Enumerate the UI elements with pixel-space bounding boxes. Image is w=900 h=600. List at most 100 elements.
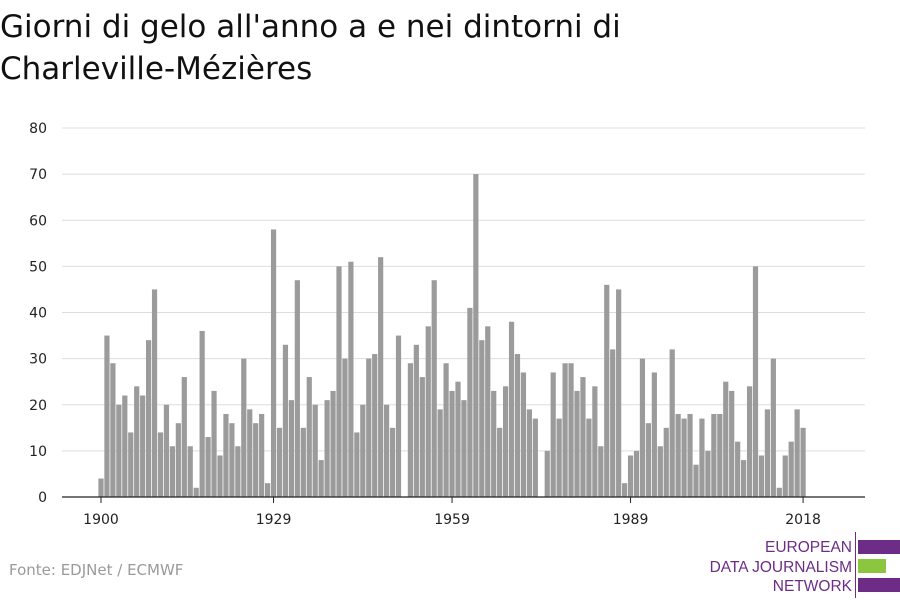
bar-1907 bbox=[140, 395, 146, 497]
bar-1998 bbox=[681, 418, 687, 497]
bar-1965 bbox=[485, 326, 491, 497]
x-tick-label: 1959 bbox=[434, 512, 470, 528]
chart-title-line-1: Giorni di gelo all'anno a e nei dintorni… bbox=[0, 9, 621, 45]
bar-1969 bbox=[508, 321, 515, 497]
bar-1927 bbox=[259, 413, 265, 497]
bar-1985 bbox=[604, 284, 610, 497]
y-tick-label: 80 bbox=[29, 121, 47, 137]
bar-1989 bbox=[627, 455, 634, 497]
bar-1961 bbox=[461, 400, 467, 497]
bar-2006 bbox=[729, 390, 735, 497]
bar-1916 bbox=[193, 487, 199, 497]
y-tick-label: 20 bbox=[29, 398, 47, 414]
bar-1910 bbox=[157, 432, 164, 497]
bar-2012 bbox=[764, 409, 770, 497]
bar-1925 bbox=[247, 409, 253, 497]
bar-1948 bbox=[384, 404, 390, 497]
bar-1902 bbox=[110, 363, 116, 497]
bar-2008 bbox=[741, 460, 747, 497]
bar-1947 bbox=[378, 257, 384, 497]
bar-1919 bbox=[211, 390, 217, 497]
y-tick-label: 40 bbox=[29, 306, 47, 322]
bar-1996 bbox=[669, 349, 675, 497]
bar-2011 bbox=[758, 455, 765, 497]
bar-1945 bbox=[366, 358, 372, 497]
bar-1930 bbox=[276, 427, 283, 497]
bar-1977 bbox=[556, 418, 562, 497]
bar-1912 bbox=[169, 446, 175, 497]
bar-1956 bbox=[431, 280, 437, 497]
bar-1923 bbox=[235, 446, 241, 497]
bar-1905 bbox=[128, 432, 134, 497]
y-tick-label: 50 bbox=[29, 259, 47, 275]
bar-1957 bbox=[437, 409, 443, 497]
bar-1922 bbox=[229, 423, 235, 497]
bar-1991 bbox=[639, 358, 646, 497]
bar-1950 bbox=[395, 335, 402, 497]
bar-2016 bbox=[788, 441, 794, 497]
x-tick-label: 1929 bbox=[256, 512, 292, 528]
bar-1975 bbox=[544, 450, 550, 497]
x-tick-label: 1900 bbox=[83, 512, 119, 528]
y-tick-label: 10 bbox=[29, 444, 47, 460]
bar-1999 bbox=[687, 413, 693, 497]
bar-1987 bbox=[616, 289, 622, 497]
bar-1960 bbox=[455, 381, 461, 497]
bar-1949 bbox=[389, 427, 396, 497]
bar-1937 bbox=[318, 460, 324, 497]
bar-2017 bbox=[794, 409, 800, 497]
bar-1967 bbox=[497, 427, 503, 497]
bar-1992 bbox=[645, 423, 651, 497]
bar-1932 bbox=[288, 400, 294, 497]
bar-1994 bbox=[657, 446, 663, 497]
source-note: Fonte: EDJNet / ECMWF bbox=[9, 561, 184, 579]
y-tick-label: 0 bbox=[38, 490, 47, 506]
bar-1906 bbox=[134, 386, 140, 497]
bar-1929 bbox=[270, 229, 277, 497]
bar-1983 bbox=[592, 386, 598, 497]
chart-title-line-2: Charleville-Mézières bbox=[0, 51, 313, 87]
bar-1928 bbox=[265, 483, 271, 497]
bar-1958 bbox=[443, 363, 449, 497]
bar-1917 bbox=[199, 330, 205, 497]
bar-1970 bbox=[514, 354, 521, 497]
bar-1914 bbox=[181, 377, 187, 497]
bar-1911 bbox=[163, 404, 170, 497]
bar-1934 bbox=[300, 427, 306, 497]
bar-1909 bbox=[151, 289, 158, 497]
bar-1966 bbox=[491, 390, 497, 497]
bar-1979 bbox=[568, 363, 574, 497]
logo-line-3: NETWORK bbox=[772, 578, 852, 595]
bar-1953 bbox=[413, 344, 419, 497]
bar-1984 bbox=[598, 446, 604, 497]
bar-1993 bbox=[651, 372, 657, 497]
bar-1908 bbox=[146, 340, 152, 497]
bar-1963 bbox=[473, 174, 479, 497]
bar-2007 bbox=[735, 441, 741, 497]
bar-1988 bbox=[622, 483, 628, 497]
edjnet-logo: EUROPEAN DATA JOURNALISM NETWORK bbox=[700, 532, 900, 598]
bar-2014 bbox=[776, 487, 782, 497]
bar-1954 bbox=[419, 377, 425, 497]
bar-1964 bbox=[479, 340, 485, 497]
bar-1936 bbox=[312, 404, 318, 497]
y-tick-label: 30 bbox=[29, 352, 47, 368]
bar-1940 bbox=[336, 266, 342, 497]
bar-2005 bbox=[723, 381, 729, 497]
bar-1942 bbox=[348, 261, 354, 497]
bar-1920 bbox=[217, 455, 223, 497]
bar-1971 bbox=[520, 372, 527, 497]
bar-1918 bbox=[205, 437, 211, 497]
bar-1943 bbox=[354, 432, 360, 497]
bar-1990 bbox=[633, 450, 640, 497]
chart-title: Giorni di gelo all'anno a e nei dintorni… bbox=[0, 6, 880, 90]
bar-1900 bbox=[98, 478, 104, 497]
bar-1978 bbox=[562, 363, 568, 497]
bar-1976 bbox=[550, 372, 556, 497]
logo-line-2: DATA JOURNALISM bbox=[709, 559, 852, 576]
bar-1995 bbox=[663, 427, 669, 497]
bar-2000 bbox=[693, 464, 699, 497]
bar-1903 bbox=[116, 404, 122, 497]
bar-1933 bbox=[294, 280, 300, 497]
